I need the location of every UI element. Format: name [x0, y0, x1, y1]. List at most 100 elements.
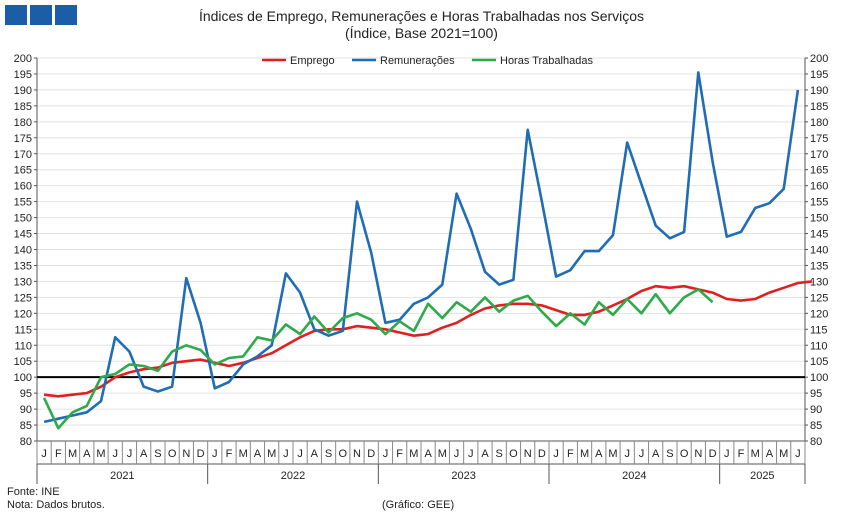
x-tick-month: F [55, 448, 62, 460]
logo-block [5, 5, 27, 25]
y-tick-label-right: 185 [810, 101, 828, 113]
y-tick-label-right: 200 [810, 53, 828, 65]
logo-block [30, 5, 52, 25]
x-tick-month: S [154, 448, 161, 460]
y-tick-label-right: 150 [810, 213, 828, 225]
y-tick-label-left: 115 [14, 324, 32, 336]
y-tick-label-right: 90 [810, 404, 822, 416]
x-tick-month: S [496, 448, 503, 460]
x-tick-month: A [595, 448, 603, 460]
y-tick-label-right: 95 [810, 388, 822, 400]
y-tick-label-left: 140 [14, 245, 32, 257]
y-tick-label-right: 85 [810, 420, 822, 432]
y-tick-label-left: 155 [14, 197, 32, 209]
x-tick-month: J [624, 448, 630, 460]
x-tick-month: J [553, 448, 559, 460]
chart-subtitle: (Índice, Base 2021=100) [345, 25, 498, 41]
y-tick-label-left: 200 [14, 53, 32, 65]
x-tick-month: O [338, 448, 347, 460]
y-tick-label-right: 115 [810, 324, 828, 336]
y-tick-label-left: 170 [14, 149, 32, 161]
x-tick-month: J [127, 448, 133, 460]
y-tick-label-right: 165 [810, 165, 828, 177]
y-tick-label-left: 130 [14, 276, 32, 288]
x-tick-month: N [182, 448, 190, 460]
x-tick-month: A [140, 448, 148, 460]
x-tick-month: A [311, 448, 319, 460]
x-tick-month: J [468, 448, 474, 460]
y-tick-label-right: 145 [810, 229, 828, 241]
x-tick-month: S [666, 448, 673, 460]
x-tick-month: J [795, 448, 801, 460]
chart-title: Índices de Emprego, Remunerações e Horas… [198, 8, 645, 24]
x-tick-month: F [738, 448, 745, 460]
x-tick-month: J [724, 448, 730, 460]
x-tick-month: M [438, 448, 447, 460]
x-tick-month: A [766, 448, 774, 460]
y-tick-label-left: 80 [20, 436, 32, 448]
y-tick-label-left: 105 [14, 356, 32, 368]
x-tick-month: M [751, 448, 760, 460]
x-tick-year: 2022 [281, 470, 305, 482]
x-tick-year: 2021 [110, 470, 134, 482]
x-tick-month: A [481, 448, 489, 460]
y-tick-label-left: 85 [20, 420, 32, 432]
x-tick-month: M [267, 448, 276, 460]
x-tick-month: D [367, 448, 375, 460]
y-tick-label-left: 150 [14, 213, 32, 225]
y-tick-label-right: 100 [810, 372, 828, 384]
y-tick-label-left: 180 [14, 117, 32, 129]
x-tick-month: D [197, 448, 205, 460]
y-tick-label-right: 160 [810, 181, 828, 193]
x-tick-month: N [353, 448, 361, 460]
y-tick-label-right: 130 [810, 276, 828, 288]
x-tick-month: A [424, 448, 432, 460]
x-tick-month: A [652, 448, 660, 460]
data-note: Nota: Dados brutos. [7, 499, 105, 511]
y-tick-label-left: 145 [14, 229, 32, 241]
x-tick-month: O [680, 448, 689, 460]
y-tick-label-right: 140 [810, 245, 828, 257]
y-tick-label-left: 190 [14, 85, 32, 97]
y-tick-label-right: 120 [810, 308, 828, 320]
y-tick-label-left: 100 [14, 372, 32, 384]
y-tick-label-left: 125 [14, 292, 32, 304]
y-tick-label-right: 180 [810, 117, 828, 129]
x-tick-month: A [83, 448, 91, 460]
x-tick-year: 2025 [750, 470, 774, 482]
y-tick-label-left: 185 [14, 101, 32, 113]
x-tick-month: J [297, 448, 303, 460]
x-tick-month: F [396, 448, 403, 460]
y-tick-label-left: 120 [14, 308, 32, 320]
y-tick-label-right: 190 [810, 85, 828, 97]
x-tick-month: J [283, 448, 289, 460]
y-tick-label-right: 110 [810, 340, 828, 352]
y-tick-label-right: 155 [810, 197, 828, 209]
x-tick-month: M [96, 448, 105, 460]
x-tick-month: M [580, 448, 589, 460]
x-tick-month: N [694, 448, 702, 460]
x-tick-month: J [639, 448, 645, 460]
x-tick-month: J [41, 448, 47, 460]
y-tick-label-right: 105 [810, 356, 828, 368]
x-tick-month: J [383, 448, 389, 460]
x-tick-year: 2024 [622, 470, 646, 482]
series-line-horas-trabalhadas [42, 288, 714, 430]
x-tick-month: F [226, 448, 233, 460]
x-tick-month: M [409, 448, 418, 460]
credit-note: (Gráfico: GEE) [382, 499, 455, 511]
y-tick-label-right: 135 [810, 260, 828, 272]
legend-label: Emprego [290, 55, 335, 67]
x-tick-month: J [454, 448, 460, 460]
y-tick-label-right: 80 [810, 436, 822, 448]
y-tick-label-left: 110 [14, 340, 32, 352]
y-tick-label-left: 95 [20, 388, 32, 400]
series-line-remunerações [43, 71, 800, 424]
y-tick-label-left: 165 [14, 165, 32, 177]
x-tick-month: M [239, 448, 248, 460]
x-tick-month: N [524, 448, 532, 460]
legend-label: Horas Trabalhadas [500, 55, 593, 67]
y-tick-label-right: 195 [810, 69, 828, 81]
x-tick-month: A [254, 448, 262, 460]
